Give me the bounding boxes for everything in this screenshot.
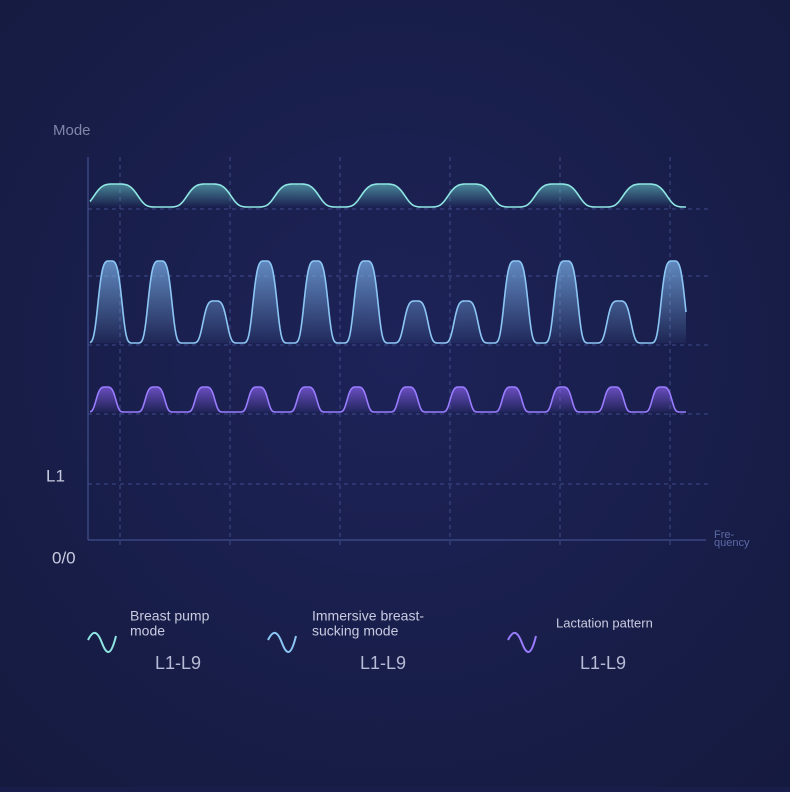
wave-line bbox=[89, 386, 686, 413]
legend-range: L1-L9 bbox=[360, 653, 406, 673]
legend-icon bbox=[87, 631, 117, 653]
legend-label: mode bbox=[130, 623, 165, 639]
legend-label: sucking mode bbox=[312, 623, 399, 639]
wave-fill bbox=[90, 261, 686, 343]
wave-line bbox=[89, 183, 686, 208]
wave-line bbox=[89, 260, 687, 344]
legend-icon bbox=[507, 631, 537, 653]
legend-range: L1-L9 bbox=[580, 653, 626, 673]
y-axis-label: Mode bbox=[53, 122, 91, 139]
grid bbox=[88, 157, 708, 546]
legend-label: Immersive breast- bbox=[312, 608, 424, 624]
waves bbox=[89, 183, 687, 413]
wave-fill bbox=[90, 184, 686, 207]
legend-range: L1-L9 bbox=[155, 653, 201, 673]
legend-label: Lactation pattern bbox=[556, 615, 653, 630]
legend-label: Breast pump bbox=[130, 608, 210, 624]
level-label: L1 bbox=[46, 466, 65, 485]
x-axis-label: Fre- bbox=[714, 529, 735, 541]
legend-icon bbox=[267, 631, 297, 653]
origin-label: 0/0 bbox=[52, 548, 76, 567]
x-axis-label: quency bbox=[714, 537, 750, 549]
